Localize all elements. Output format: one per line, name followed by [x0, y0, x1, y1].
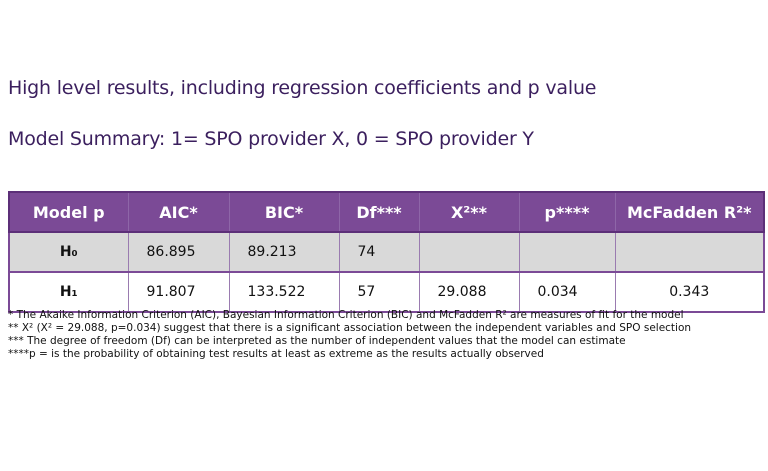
results-table: Model p AIC* BIC* Df*** X²** p**** McFad…: [8, 191, 765, 313]
col-header-bic: BIC*: [228, 191, 340, 233]
footnote-aic-bic: * The Akaike Information Criterion (AIC)…: [8, 309, 684, 321]
col-header-p: p****: [518, 191, 616, 233]
col-header-aic: AIC*: [127, 191, 230, 233]
col-header-mcfadden: McFadden R²*: [614, 191, 765, 233]
cell-df: 57: [338, 272, 419, 313]
cell-p: 0.034: [518, 272, 615, 313]
cell-p: [518, 232, 615, 273]
table-row: H₀ 86.895 89.213 74: [8, 232, 765, 273]
footnotes: * The Akaike Information Criterion (AIC)…: [8, 309, 691, 361]
cell-bic: 89.213: [228, 232, 339, 273]
cell-chi2: [418, 232, 519, 273]
cell-aic: 86.895: [127, 232, 229, 273]
cell-model: H₀: [8, 232, 128, 273]
model-summary-heading: Model Summary: 1= SPO provider X, 0 = SP…: [8, 128, 534, 150]
table-row: H₁ 91.807 133.522 57 29.088 0.034 0.343: [8, 272, 765, 313]
cell-mcfadden: [614, 232, 765, 273]
footnote-df: *** The degree of freedom (Df) can be in…: [8, 335, 626, 347]
cell-chi2: 29.088: [418, 272, 519, 313]
col-header-df: Df***: [338, 191, 420, 233]
cell-bic: 133.522: [228, 272, 339, 313]
table-header-row: Model p AIC* BIC* Df*** X²** p**** McFad…: [8, 191, 765, 233]
col-header-chi2: X²**: [418, 191, 520, 233]
col-header-model: Model p: [8, 191, 129, 233]
footnote-chi2: ** X² (X² = 29.088, p=0.034) suggest tha…: [8, 322, 692, 334]
cell-df: 74: [338, 232, 419, 273]
cell-mcfadden: 0.343: [614, 272, 765, 313]
cell-aic: 91.807: [127, 272, 229, 313]
footnote-p: ****p = is the probability of obtaining …: [8, 348, 544, 360]
cell-model: H₁: [8, 272, 128, 313]
page-title: High level results, including regression…: [8, 77, 597, 99]
